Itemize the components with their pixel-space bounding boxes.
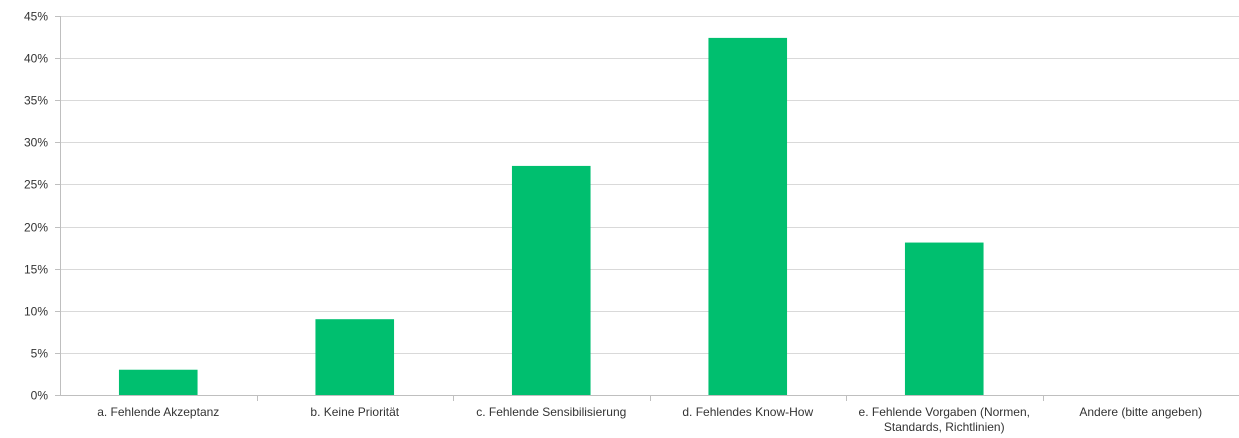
x-category-label: d. Fehlendes Know-How [682, 405, 813, 419]
y-tick-label: 0% [31, 389, 49, 403]
bar [904, 242, 984, 395]
y-tick-label: 45% [24, 10, 48, 24]
bar [315, 319, 395, 395]
x-category-label: Standards, Richtlinien) [884, 420, 1005, 434]
y-tick-label: 35% [24, 94, 48, 108]
bar [118, 369, 198, 395]
y-tick-label: 25% [24, 178, 48, 192]
y-tick-label: 15% [24, 263, 48, 277]
x-category-label: a. Fehlende Akzeptanz [97, 405, 219, 419]
x-category-label: e. Fehlende Vorgaben (Normen, [859, 405, 1030, 419]
bar [511, 165, 591, 395]
axes [55, 16, 1239, 401]
bar [708, 37, 788, 396]
x-category-label: c. Fehlende Sensibilisierung [476, 405, 626, 419]
y-tick-labels: 0% 5% 10% 15% 20% 25% 30% 35% 40% 45% [24, 10, 48, 403]
y-tick-label: 40% [24, 52, 48, 66]
bars [118, 37, 984, 396]
x-category-label: Andere (bitte angeben) [1079, 405, 1202, 419]
x-category-label: b. Keine Priorität [310, 405, 399, 419]
y-tick-label: 5% [31, 347, 49, 361]
x-category-labels: a. Fehlende Akzeptanz b. Keine Priorität c… [97, 405, 1202, 434]
y-tick-label: 20% [24, 221, 48, 235]
gridlines [60, 16, 1239, 354]
y-tick-label: 10% [24, 305, 48, 319]
y-tick-label: 30% [24, 136, 48, 150]
